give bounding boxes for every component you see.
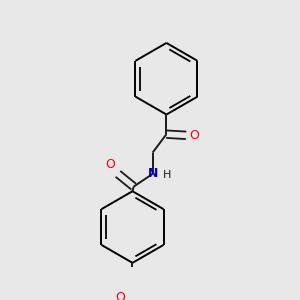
Text: O: O: [189, 129, 199, 142]
Text: O: O: [105, 158, 115, 171]
Text: N: N: [147, 167, 158, 180]
Text: O: O: [116, 291, 126, 300]
Text: H: H: [163, 170, 171, 180]
